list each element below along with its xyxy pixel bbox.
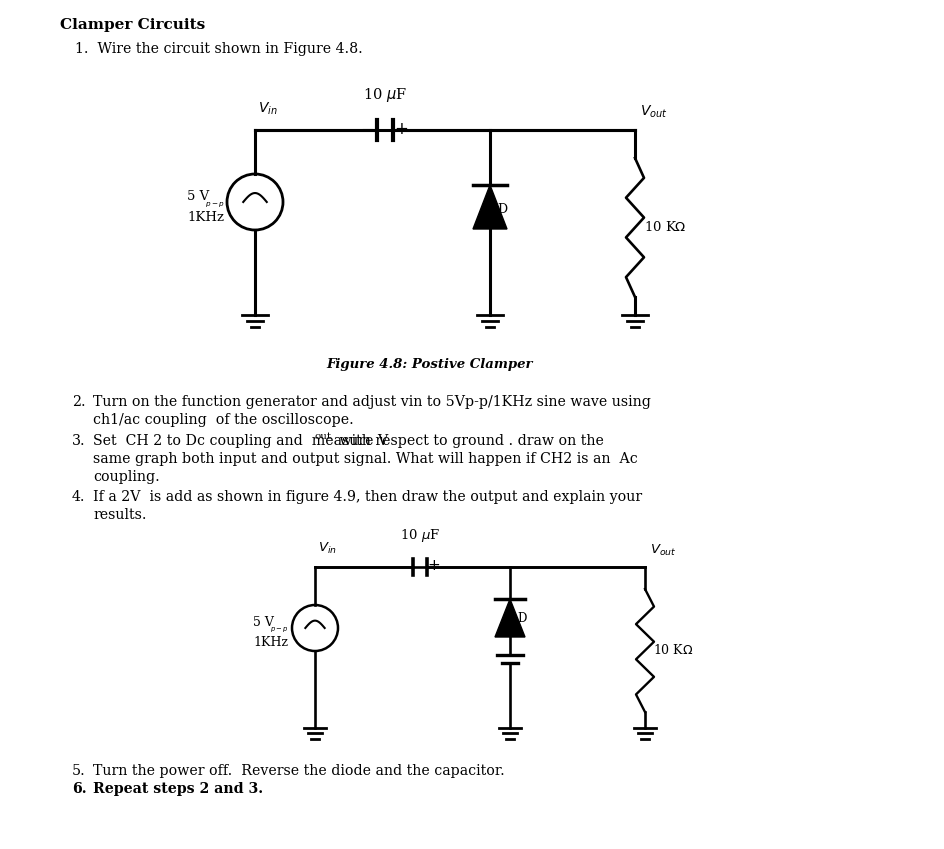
Text: $-$: $-$ — [397, 559, 410, 573]
Polygon shape — [495, 599, 525, 637]
Text: 3.: 3. — [72, 434, 86, 448]
Text: $V_{out}$: $V_{out}$ — [649, 543, 676, 558]
Text: $+$: $+$ — [394, 121, 408, 138]
Text: 1KHz: 1KHz — [187, 211, 224, 223]
Text: $-$: $-$ — [360, 121, 374, 138]
Text: $_{p-p}$: $_{p-p}$ — [270, 626, 289, 634]
Text: $_{p-p}$: $_{p-p}$ — [205, 200, 225, 209]
Text: 10 K$\Omega$: 10 K$\Omega$ — [652, 643, 693, 657]
Text: 10 K$\Omega$: 10 K$\Omega$ — [643, 220, 686, 234]
Text: 2.: 2. — [72, 395, 86, 409]
Text: Turn on the function generator and adjust vin to 5Vp-p/1KHz sine wave using: Turn on the function generator and adjus… — [93, 395, 650, 409]
Polygon shape — [473, 185, 507, 229]
Text: 6.: 6. — [72, 782, 87, 796]
Text: same graph both input and output signal. What will happen if CH2 is an  Ac: same graph both input and output signal.… — [93, 452, 637, 466]
Text: Turn the power off.  Reverse the diode and the capacitor.: Turn the power off. Reverse the diode an… — [93, 764, 504, 778]
Text: D: D — [497, 203, 507, 216]
Text: coupling.: coupling. — [93, 470, 160, 484]
Text: $V_{in}$: $V_{in}$ — [318, 541, 336, 556]
Text: D: D — [516, 611, 526, 625]
Text: Repeat steps 2 and 3.: Repeat steps 2 and 3. — [93, 782, 262, 796]
Text: 5 V: 5 V — [253, 616, 274, 629]
Text: Set  CH 2 to Dc coupling and  measure V: Set CH 2 to Dc coupling and measure V — [93, 434, 388, 448]
Text: $V_{in}$: $V_{in}$ — [258, 100, 278, 117]
Text: ch1/ac coupling  of the oscilloscope.: ch1/ac coupling of the oscilloscope. — [93, 413, 353, 427]
Text: $V_{out}$: $V_{out}$ — [639, 104, 667, 120]
Text: 10 $\mu$F: 10 $\mu$F — [362, 86, 407, 104]
Text: 1KHz: 1KHz — [253, 636, 288, 649]
Text: $+$: $+$ — [427, 559, 440, 573]
Text: Clamper Circuits: Clamper Circuits — [59, 18, 205, 32]
Text: 5.: 5. — [72, 764, 86, 778]
Text: Figure 4.8: Postive Clamper: Figure 4.8: Postive Clamper — [327, 358, 532, 371]
Text: with respect to ground . draw on the: with respect to ground . draw on the — [334, 434, 603, 448]
Text: If a 2V  is add as shown in figure 4.9, then draw the output and explain your: If a 2V is add as shown in figure 4.9, t… — [93, 490, 641, 504]
Text: 5 V: 5 V — [187, 189, 209, 203]
Text: results.: results. — [93, 508, 146, 522]
Text: 1.  Wire the circuit shown in Figure 4.8.: 1. Wire the circuit shown in Figure 4.8. — [75, 42, 362, 56]
Text: 4.: 4. — [72, 490, 85, 504]
Text: out: out — [314, 432, 331, 441]
Text: 10 $\mu$F: 10 $\mu$F — [399, 527, 440, 544]
